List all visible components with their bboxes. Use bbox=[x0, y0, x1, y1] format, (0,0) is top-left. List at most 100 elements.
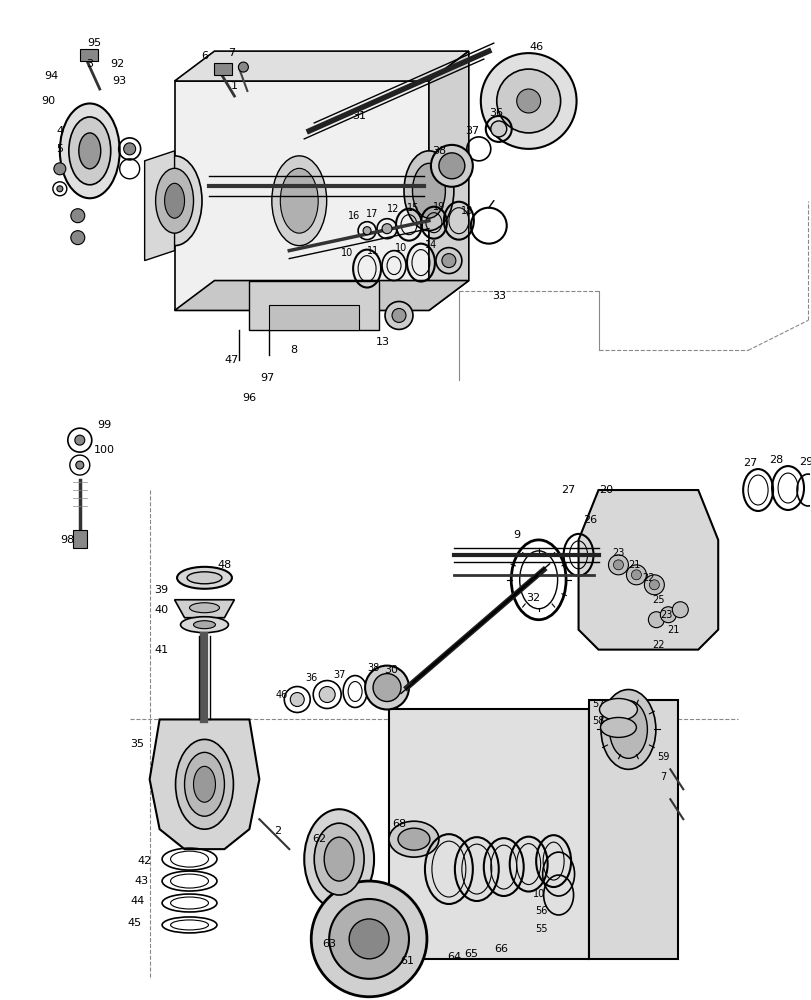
Polygon shape bbox=[388, 709, 588, 959]
Text: 11: 11 bbox=[367, 246, 379, 256]
Text: 90: 90 bbox=[41, 96, 55, 106]
Text: 10: 10 bbox=[394, 243, 406, 253]
Text: 27: 27 bbox=[560, 485, 575, 495]
Text: 44: 44 bbox=[131, 896, 144, 906]
Text: 10: 10 bbox=[532, 889, 544, 899]
Text: 41: 41 bbox=[154, 645, 169, 655]
Text: 43: 43 bbox=[135, 876, 148, 886]
Text: 7: 7 bbox=[228, 48, 234, 58]
Polygon shape bbox=[144, 151, 174, 261]
Polygon shape bbox=[428, 51, 468, 310]
Text: 12: 12 bbox=[386, 204, 399, 214]
Polygon shape bbox=[174, 51, 468, 81]
Ellipse shape bbox=[165, 183, 184, 218]
Ellipse shape bbox=[193, 621, 215, 629]
Ellipse shape bbox=[147, 156, 202, 246]
Text: 66: 66 bbox=[493, 944, 507, 954]
Ellipse shape bbox=[324, 837, 354, 881]
Text: 93: 93 bbox=[113, 76, 127, 86]
Text: 94: 94 bbox=[45, 71, 59, 81]
Text: 21: 21 bbox=[628, 560, 640, 570]
Ellipse shape bbox=[71, 209, 84, 223]
Text: 96: 96 bbox=[242, 393, 256, 403]
Text: 38: 38 bbox=[367, 663, 379, 673]
Ellipse shape bbox=[388, 821, 439, 857]
Text: 56: 56 bbox=[534, 906, 547, 916]
Text: 42: 42 bbox=[137, 856, 152, 866]
Text: 61: 61 bbox=[400, 956, 414, 966]
Text: 59: 59 bbox=[656, 752, 669, 762]
Ellipse shape bbox=[609, 701, 646, 758]
Text: 5: 5 bbox=[56, 144, 63, 154]
Ellipse shape bbox=[193, 766, 215, 802]
Text: 99: 99 bbox=[97, 420, 112, 430]
Circle shape bbox=[659, 607, 676, 623]
Ellipse shape bbox=[304, 809, 374, 909]
Text: 58: 58 bbox=[591, 716, 604, 726]
Text: 22: 22 bbox=[642, 573, 654, 583]
Text: 4: 4 bbox=[56, 126, 63, 136]
Ellipse shape bbox=[441, 254, 455, 268]
Ellipse shape bbox=[382, 224, 392, 234]
Circle shape bbox=[631, 570, 641, 580]
Text: 7: 7 bbox=[659, 772, 666, 782]
Ellipse shape bbox=[439, 153, 464, 179]
Text: 48: 48 bbox=[217, 560, 231, 570]
Circle shape bbox=[625, 565, 646, 585]
Text: 38: 38 bbox=[431, 146, 445, 156]
Bar bbox=[214, 63, 232, 75]
Text: 100: 100 bbox=[94, 445, 115, 455]
Ellipse shape bbox=[272, 156, 326, 246]
Text: 31: 31 bbox=[352, 111, 366, 121]
Polygon shape bbox=[588, 700, 677, 959]
Text: 20: 20 bbox=[599, 485, 613, 495]
Ellipse shape bbox=[384, 301, 413, 329]
Ellipse shape bbox=[490, 121, 506, 137]
Ellipse shape bbox=[187, 572, 221, 584]
Circle shape bbox=[71, 231, 84, 245]
Ellipse shape bbox=[57, 186, 62, 192]
Text: 36: 36 bbox=[305, 673, 317, 683]
Ellipse shape bbox=[123, 143, 135, 155]
Text: 19: 19 bbox=[432, 202, 444, 212]
Text: 13: 13 bbox=[375, 337, 389, 347]
Text: 62: 62 bbox=[311, 834, 326, 844]
Text: 46: 46 bbox=[275, 690, 287, 700]
Circle shape bbox=[75, 435, 84, 445]
Text: 30: 30 bbox=[384, 665, 397, 675]
Circle shape bbox=[607, 555, 628, 575]
Ellipse shape bbox=[60, 103, 119, 198]
Bar bbox=[79, 49, 97, 61]
Ellipse shape bbox=[184, 752, 224, 816]
Circle shape bbox=[516, 89, 540, 113]
Text: 26: 26 bbox=[583, 515, 597, 525]
Text: 9: 9 bbox=[513, 530, 520, 540]
Ellipse shape bbox=[363, 227, 371, 235]
Text: 18: 18 bbox=[460, 206, 472, 216]
Ellipse shape bbox=[397, 828, 429, 850]
Ellipse shape bbox=[600, 690, 655, 769]
Text: 10: 10 bbox=[341, 248, 353, 258]
Text: 6: 6 bbox=[201, 51, 208, 61]
Text: 23: 23 bbox=[611, 548, 624, 558]
Text: 37: 37 bbox=[464, 126, 478, 136]
Ellipse shape bbox=[600, 717, 636, 737]
Circle shape bbox=[328, 899, 409, 979]
Ellipse shape bbox=[372, 674, 401, 701]
Text: 33: 33 bbox=[491, 291, 505, 301]
Text: 14: 14 bbox=[424, 240, 436, 250]
Polygon shape bbox=[578, 490, 717, 650]
Text: 40: 40 bbox=[154, 605, 169, 615]
Ellipse shape bbox=[177, 567, 232, 589]
Ellipse shape bbox=[156, 168, 193, 233]
Circle shape bbox=[311, 881, 427, 997]
Circle shape bbox=[613, 560, 623, 570]
Text: 8: 8 bbox=[290, 345, 298, 355]
Ellipse shape bbox=[412, 163, 445, 218]
Text: 32: 32 bbox=[526, 593, 540, 603]
Polygon shape bbox=[174, 600, 234, 618]
Circle shape bbox=[672, 602, 688, 618]
Ellipse shape bbox=[392, 308, 406, 322]
Ellipse shape bbox=[290, 693, 304, 706]
Ellipse shape bbox=[69, 117, 110, 185]
